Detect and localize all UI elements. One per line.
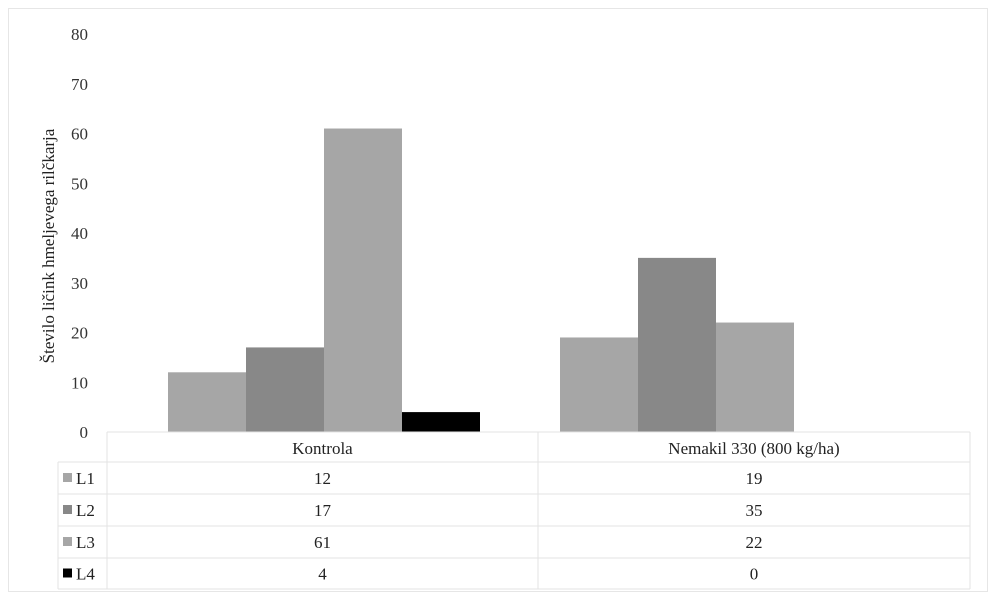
table-value: 22 (746, 533, 763, 552)
y-axis-label: Število ličink hmeljevega rilčkarja (39, 128, 58, 363)
table-value: 35 (746, 501, 763, 520)
y-tick-label: 80 (71, 25, 88, 44)
legend-key-l1 (63, 473, 72, 482)
y-tick-label: 10 (71, 373, 88, 392)
bar-l1-nemakil (560, 337, 638, 432)
table-value: 4 (318, 565, 327, 584)
legend-label: L4 (76, 565, 95, 584)
bar-l3-kontrola (324, 128, 402, 432)
bar-l2-nemakil (638, 257, 716, 432)
legend-label: L2 (76, 501, 95, 520)
y-tick-label: 70 (71, 75, 88, 94)
y-tick-label: 30 (71, 274, 88, 293)
bar-l4-kontrola (402, 412, 480, 432)
y-tick-label: 40 (71, 224, 88, 243)
table-value: 17 (314, 501, 332, 520)
legend-label: L3 (76, 533, 95, 552)
table-value: 0 (750, 565, 759, 584)
y-tick-label: 20 (71, 324, 88, 343)
bars (168, 128, 794, 432)
y-tick-label: 50 (71, 174, 88, 193)
y-axis-ticks: 0 10 20 30 40 50 60 70 80 (71, 25, 88, 442)
bar-l2-kontrola (246, 347, 324, 432)
table-value: 19 (746, 469, 763, 488)
bar-l3-nemakil (716, 322, 794, 432)
chart-frame (8, 8, 988, 592)
table-value: 61 (314, 533, 331, 552)
category-label: Kontrola (292, 439, 353, 458)
category-label: Nemakil 330 (800 kg/ha) (668, 439, 839, 458)
legend-key-l2 (63, 505, 72, 514)
table-value: 12 (314, 469, 331, 488)
legend-key-l4 (63, 568, 72, 578)
y-tick-label: 0 (80, 423, 89, 442)
data-table: Kontrola Nemakil 330 (800 kg/ha) L1 12 19 L2 1… (57, 431, 971, 590)
bar-l1-kontrola (168, 372, 246, 432)
legend-label: L1 (76, 469, 95, 488)
legend-key-l3 (63, 537, 72, 546)
y-tick-label: 60 (71, 125, 88, 144)
